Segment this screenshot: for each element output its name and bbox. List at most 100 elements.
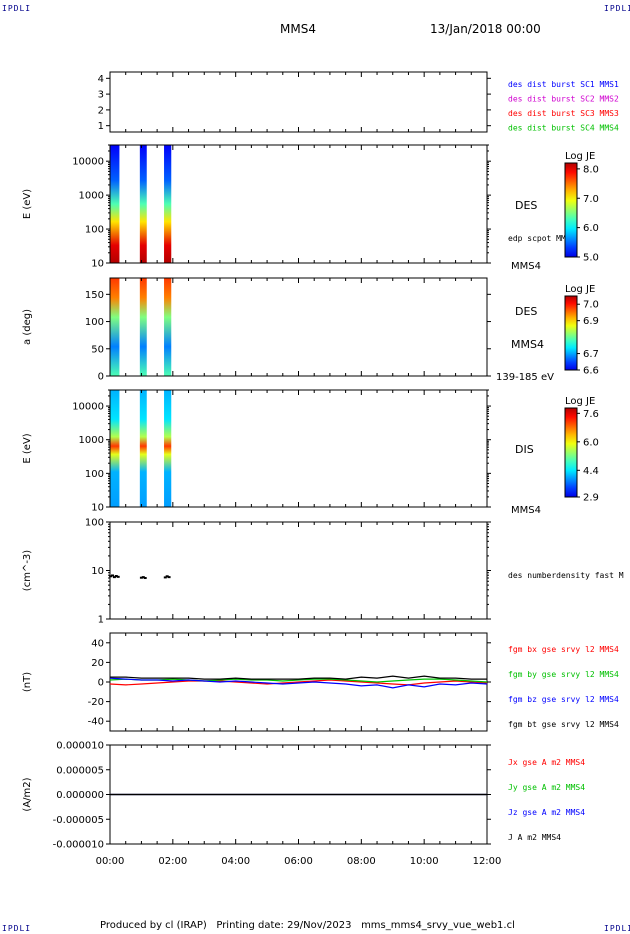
legend-entry: fgm bz gse srvy l2 MMS4 — [508, 695, 619, 704]
data-point — [112, 576, 116, 579]
panel-side-label: MMS4 — [511, 505, 541, 516]
legend-entry: des dist burst SC2 MMS2 — [508, 95, 619, 104]
heatmap-band — [164, 278, 172, 376]
colorbar-tick-label: 2.9 — [583, 493, 599, 504]
y-axis-label: E (eV) — [22, 189, 33, 219]
footer-produced-by: Produced by cl (IRAP) — [100, 920, 207, 931]
panel-side-label: 139-185 eV — [496, 372, 554, 383]
colorbar-tick-label: 5.0 — [583, 253, 599, 264]
panel-des-energy: 10 100 1000 10000 E (eV) DES MMS4 edp scpot MMS… — [22, 144, 599, 272]
panel-side-label: DES — [515, 199, 537, 212]
panel-burst-availability: 1 2 3 4 des dist burst SC1 MMS1 des dist burs… — [98, 71, 619, 133]
y-axis-label: (cm^-3) — [22, 550, 33, 591]
colorbar-tick-label: 7.6 — [583, 409, 599, 420]
panel-frame — [109, 71, 488, 133]
y-tick-label: 1 — [98, 615, 104, 626]
colorbar — [564, 295, 578, 371]
series-line — [109, 678, 488, 683]
x-tick-label: 08:00 — [347, 856, 376, 867]
heatmap-band — [139, 390, 147, 507]
y-tick-label: 150 — [85, 290, 104, 301]
data-point — [163, 576, 167, 579]
data-point — [167, 576, 171, 579]
y-axis-label: (A/m2) — [22, 777, 33, 811]
colorbar-tick-label: 6.6 — [583, 366, 599, 377]
y-tick-label: 40 — [91, 638, 104, 649]
panel-current-density: -0.000010 -0.000005 0.000000 0.000005 0.0000… — [22, 741, 585, 851]
legend-entry: des numberdensity fast M — [508, 571, 624, 580]
data-point — [114, 575, 118, 578]
colorbar-title: Log JE — [565, 284, 595, 295]
series-line — [110, 675, 487, 680]
legend-entry: fgm bx gse srvy l2 MMS4 — [508, 645, 619, 654]
panel-des-pitch: 0 50 100 150 a (deg) DES MMS4 139-185 eV Log JE 6… — [22, 277, 599, 383]
footer: Produced by cl (IRAP) Printing date: 29/… — [100, 920, 515, 931]
colorbar-title: Log JE — [565, 151, 595, 162]
y-tick-label: 0 — [98, 372, 104, 383]
y-axis-label: E (eV) — [22, 433, 33, 463]
legend-entry: Jx gse A m2 MMS4 — [508, 758, 585, 767]
y-tick-label: 0.000010 — [56, 741, 104, 752]
panel-dis-energy: 10 100 1000 10000 E (eV) DIS MMS4 Log JE 2.9 4.4 6… — [22, 389, 599, 516]
y-tick-label: 50 — [91, 344, 104, 355]
y-tick-label: 0.000005 — [56, 765, 104, 776]
y-tick-label: 0 — [98, 678, 104, 689]
data-point — [139, 576, 143, 579]
colorbar — [564, 162, 578, 258]
heatmap-band — [139, 145, 147, 263]
data-point — [116, 575, 120, 578]
legend-entry: fgm bt gse srvy l2 MMS4 — [508, 720, 619, 729]
colorbar-tick-label: 8.0 — [583, 164, 599, 175]
corner-label-top-right: IPDLI — [604, 4, 630, 13]
y-tick-label: 1 — [98, 121, 104, 132]
colorbar — [564, 407, 578, 498]
legend-entry: Jz gse A m2 MMS4 — [508, 808, 585, 817]
legend-entry: des dist burst SC4 MMS4 — [508, 124, 619, 133]
y-tick-label: 10000 — [72, 402, 104, 413]
corner-label-top-left: IPDLI — [2, 4, 32, 13]
y-tick-label: -0.000010 — [53, 840, 104, 851]
legend-entry: des dist burst SC3 MMS3 — [508, 109, 619, 118]
colorbar-tick-label: 6.0 — [583, 223, 599, 234]
panel-side-label: DIS — [515, 443, 534, 456]
colorbar-tick-label: 6.0 — [583, 437, 599, 448]
panel-side-label: MMS4 — [511, 338, 544, 351]
heatmap-band — [110, 390, 120, 507]
colorbar-tick-label: 7.0 — [583, 194, 599, 205]
panel-magnetic-field: -40 -20 0 20 40 (nT) fgm bx gse srvy l2 MMS4 fg… — [22, 632, 619, 732]
y-tick-label: 100 — [85, 317, 104, 328]
data-point — [111, 574, 115, 577]
x-tick-label: 12:00 — [473, 856, 502, 867]
colorbar-tick-label: 4.4 — [583, 466, 599, 477]
y-tick-label: 10 — [91, 566, 104, 577]
y-tick-label: 1000 — [79, 191, 104, 202]
data-point — [165, 575, 169, 578]
legend-entry: J A m2 MMS4 — [508, 833, 561, 842]
y-tick-label: -0.000005 — [53, 815, 104, 826]
legend-entry: Jy gse A m2 MMS4 — [508, 783, 585, 792]
y-tick-label: 100 — [85, 225, 104, 236]
heatmap-band — [110, 145, 120, 263]
overlay-label: edp scpot MMS4 — [508, 234, 576, 243]
data-point — [143, 577, 147, 580]
y-axis-label: (nT) — [22, 672, 33, 692]
colorbar-tick-label: 6.9 — [583, 316, 599, 327]
data-point — [109, 575, 113, 578]
x-tick-label: 00:00 — [96, 856, 125, 867]
legend-entry: des dist burst SC1 MMS1 — [508, 80, 619, 89]
heatmap-band — [139, 278, 147, 376]
y-tick-label: 10000 — [72, 157, 104, 168]
y-axis-label: a (deg) — [22, 309, 33, 345]
x-tick-label: 02:00 — [158, 856, 187, 867]
x-tick-label: 10:00 — [410, 856, 439, 867]
y-tick-label: 10 — [91, 259, 104, 270]
footer-filename: mms_mms4_srvy_vue_web1.cl — [361, 920, 515, 931]
footer-printing-date: Printing date: 29/Nov/2023 — [216, 920, 352, 931]
x-axis: 00:00 02:00 04:00 06:00 08:00 10:00 12:00 — [96, 856, 502, 867]
y-tick-label: 3 — [98, 90, 104, 101]
y-tick-label: 100 — [85, 518, 104, 529]
colorbar-title: Log JE — [565, 396, 595, 407]
panel-side-label: MMS4 — [511, 261, 541, 272]
legend-entry: fgm by gse srvy l2 MMS4 — [508, 670, 619, 679]
y-tick-label: 0.000000 — [56, 790, 104, 801]
